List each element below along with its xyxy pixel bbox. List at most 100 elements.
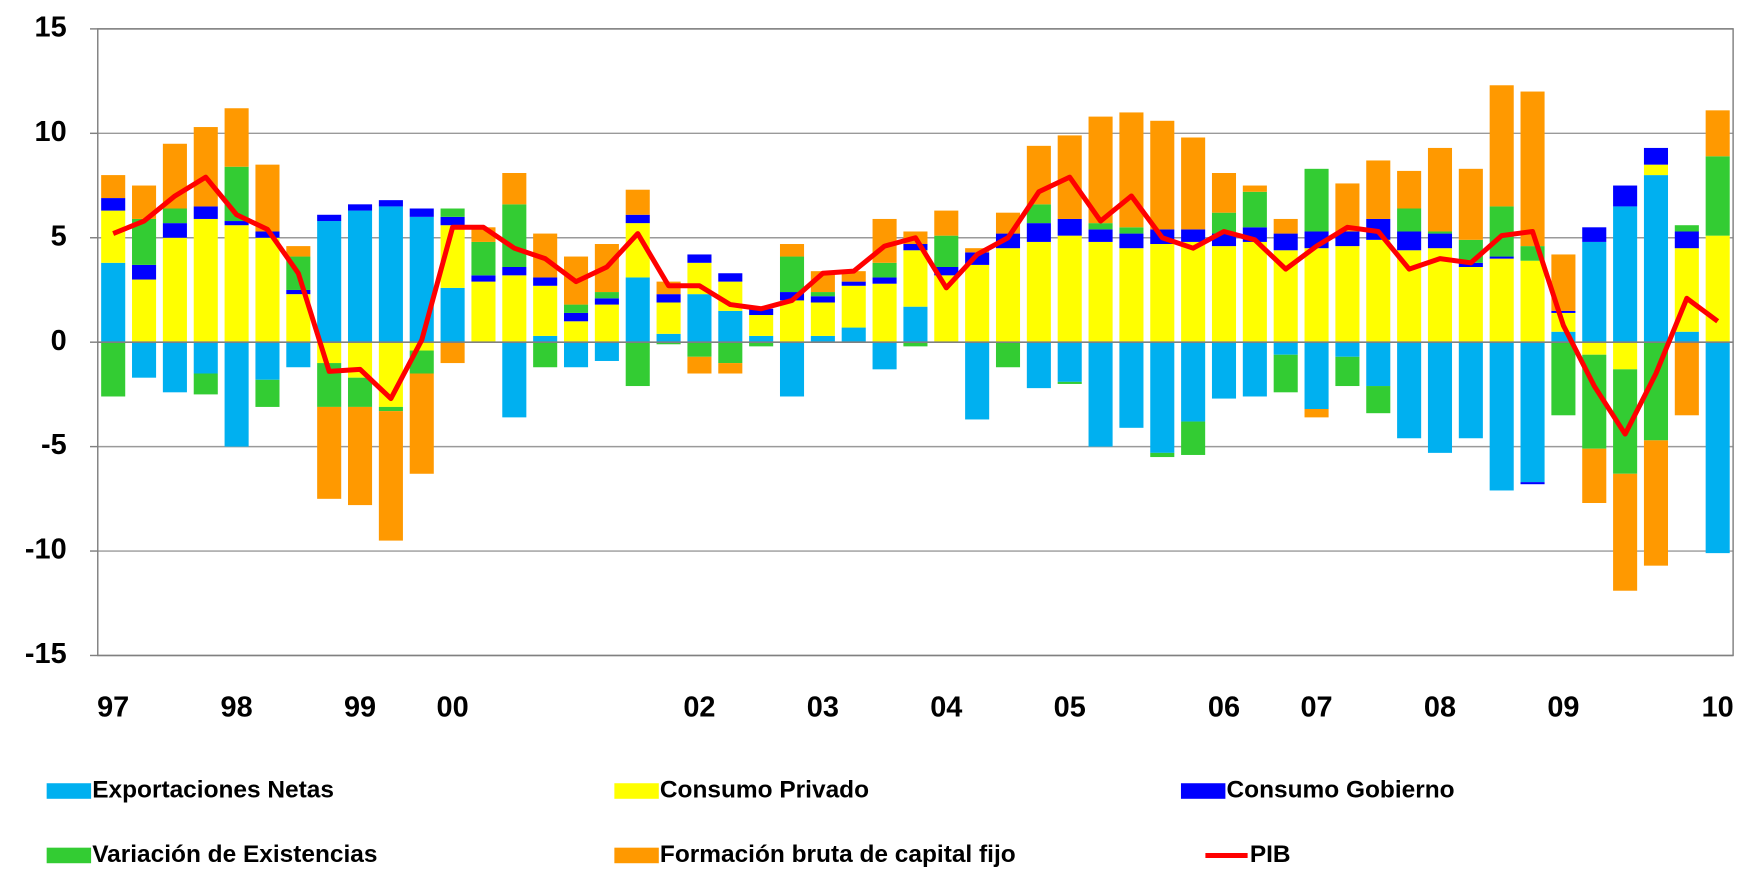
bar-segment: [1273, 233, 1298, 251]
bar-segment: [471, 241, 496, 276]
bar-segment: [1057, 218, 1082, 236]
bar-segment: [1026, 241, 1051, 343]
bar-segment: [1674, 342, 1699, 416]
bar-segment: [749, 315, 774, 336]
bar-segment: [1551, 310, 1576, 313]
bar-segment: [193, 218, 218, 343]
bar-segment: [193, 206, 218, 219]
bar-segment: [1304, 409, 1329, 418]
x-tick-label: 06: [1208, 691, 1240, 723]
bar-segment: [533, 285, 558, 336]
bar-segment: [101, 342, 126, 397]
y-tick-label: 15: [35, 12, 67, 44]
bar-segment: [409, 216, 434, 343]
bar-segment: [995, 248, 1021, 343]
bar-segment: [162, 208, 187, 224]
bar-segment: [656, 294, 681, 303]
bar-segment: [1489, 256, 1514, 259]
bar-segment: [934, 235, 959, 267]
bar-segment: [1057, 381, 1082, 384]
legend-label: Consumo Privado: [660, 776, 869, 803]
bar-segment: [594, 292, 619, 299]
x-tick-label: 05: [1054, 691, 1086, 723]
bar-segment: [810, 335, 835, 343]
bar-segment: [995, 342, 1021, 368]
bar-segment: [1520, 342, 1545, 483]
bar-segment: [779, 256, 805, 293]
bar-segment: [995, 233, 1021, 249]
bar-segment: [101, 210, 126, 263]
bar-segment: [718, 363, 743, 374]
bar-segment: [440, 208, 465, 217]
bar-segment: [132, 264, 157, 280]
bar-segment: [1119, 248, 1144, 343]
bar-segment: [317, 406, 342, 499]
bar-segment: [779, 292, 805, 301]
bar-segment: [872, 283, 897, 343]
bar-segment: [563, 342, 589, 368]
bar-segment: [1489, 206, 1514, 257]
bar-segment: [1119, 342, 1144, 428]
bar-segment: [101, 198, 126, 211]
bar-segment: [1643, 440, 1669, 566]
bar-segment: [903, 250, 928, 307]
bar-segment: [903, 244, 928, 251]
bar-segment: [687, 342, 712, 357]
bar-segment: [1366, 160, 1391, 219]
bar-segment: [255, 342, 280, 380]
bar-segment: [1366, 239, 1391, 343]
bar-segment: [1582, 342, 1607, 355]
line: [112, 174, 1720, 437]
bar-segment: [965, 264, 990, 343]
bar-segment: [903, 306, 928, 343]
bar-segment: [502, 173, 527, 205]
x-tick-label: 00: [437, 691, 469, 723]
bar-segment: [1335, 183, 1360, 232]
bar-segment: [903, 342, 928, 347]
bar-segment: [1674, 331, 1699, 343]
bar-segment: [594, 298, 619, 305]
x-tick-label: 04: [930, 691, 962, 723]
bar-segment: [1335, 246, 1360, 343]
bar-segment: [224, 221, 249, 226]
bar-segment: [1181, 342, 1206, 422]
x-tick-label: 10: [1702, 691, 1734, 723]
x-tick-label: 09: [1547, 691, 1579, 723]
bar-segment: [749, 308, 774, 316]
bar-segment: [1705, 110, 1730, 157]
bar-segment: [1643, 147, 1669, 165]
bar-segment: [1304, 168, 1329, 232]
bar-segment: [872, 262, 897, 278]
bar-segment: [1119, 233, 1144, 249]
bar-segment: [965, 248, 990, 253]
bar-segment: [1242, 241, 1267, 343]
bar-segment: [471, 281, 496, 343]
bar-segment: [1057, 235, 1082, 343]
x-tick-label: 99: [344, 691, 376, 723]
bar-segment: [1427, 147, 1453, 232]
bar-segment: [687, 254, 712, 263]
bar-segment: [502, 342, 527, 418]
legend-swatch: [1180, 783, 1226, 799]
bar-segment: [563, 304, 589, 313]
bar-segment: [132, 279, 157, 343]
bar-segment: [1427, 233, 1453, 249]
bar-segment: [255, 164, 280, 232]
bar-segment: [348, 406, 373, 506]
bar-segment: [101, 175, 126, 199]
bar-segment: [1489, 342, 1514, 491]
bar-segment: [193, 342, 218, 374]
x-tick-label: 97: [97, 691, 129, 723]
bar-segment: [1088, 342, 1113, 447]
bar-segment: [286, 246, 311, 257]
y-tick-label: -10: [25, 534, 67, 566]
bar-segment: [1242, 342, 1267, 397]
bar-segment: [687, 356, 712, 374]
bar-segment: [1643, 164, 1669, 176]
bar-segment: [872, 218, 897, 263]
bar-segment: [1088, 223, 1113, 230]
bar-segment: [162, 223, 187, 238]
bar-segment: [1150, 452, 1175, 458]
bar-segment: [348, 204, 373, 211]
bar-segment: [1674, 231, 1699, 249]
